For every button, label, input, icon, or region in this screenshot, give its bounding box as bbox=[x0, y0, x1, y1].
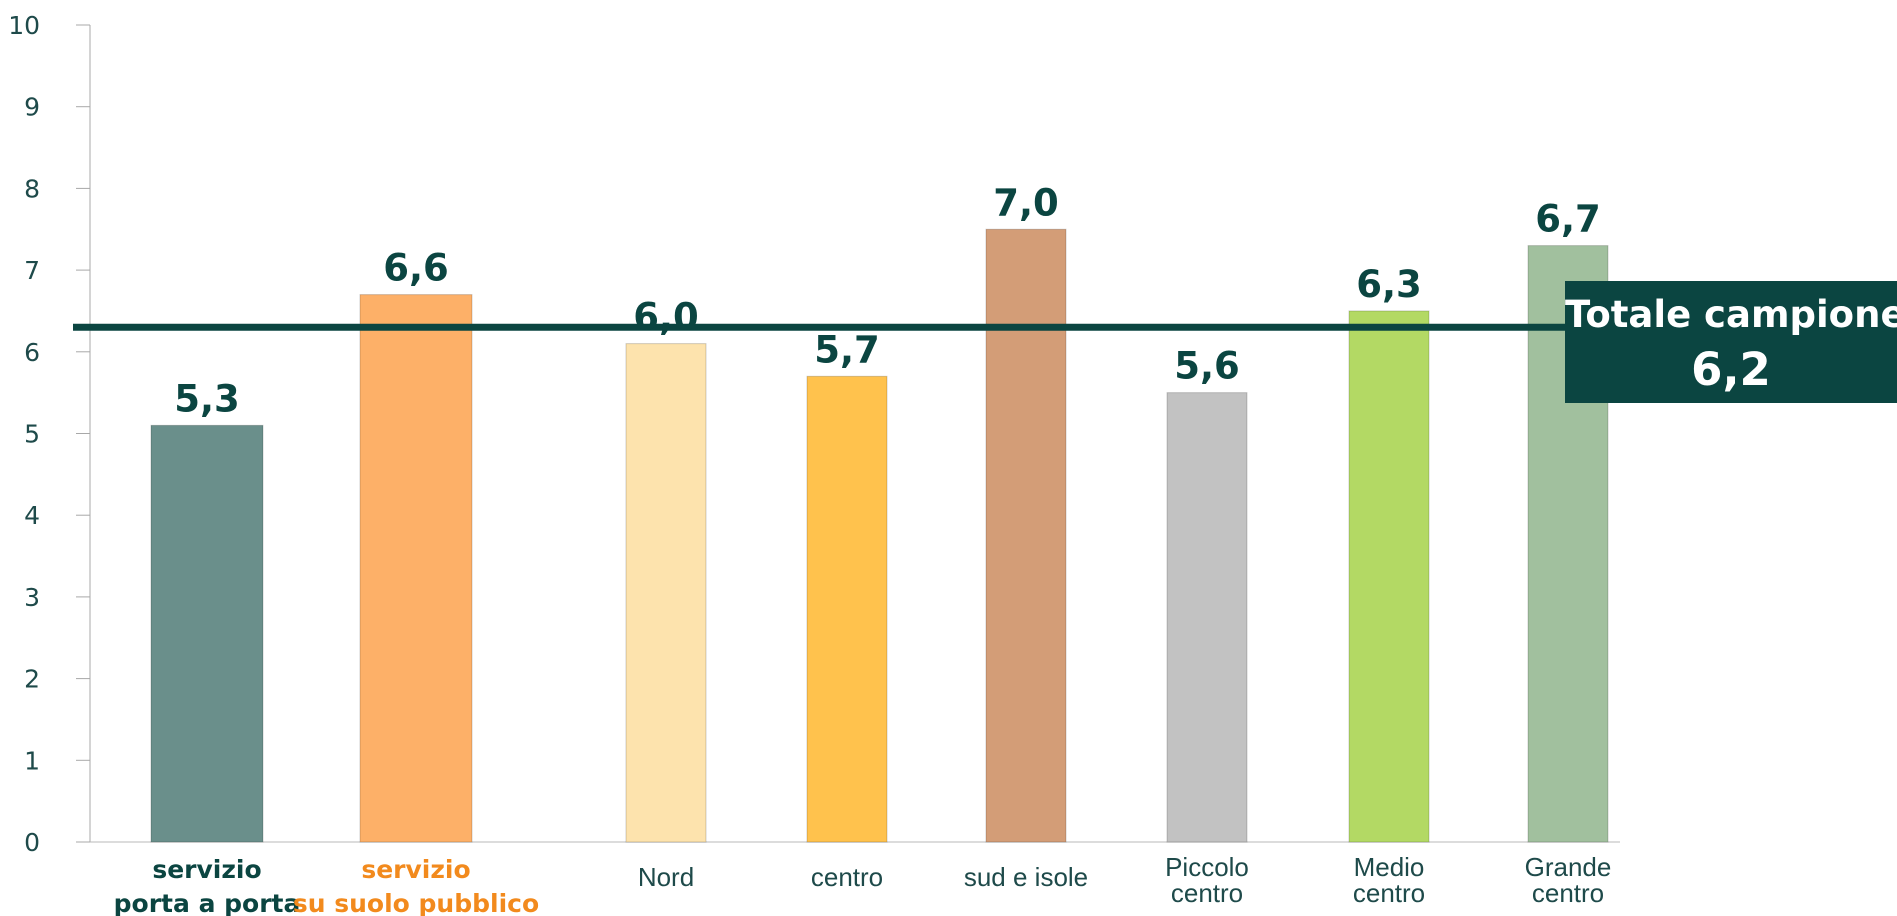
x-category-label: servizio su suolo pubblico bbox=[293, 855, 539, 916]
y-tick-label: 10 bbox=[8, 11, 40, 40]
bar-value-label: 6,3 bbox=[1356, 263, 1422, 306]
bar-value-label: 6,6 bbox=[383, 247, 449, 290]
x-category-label: servizio porta a porta bbox=[114, 855, 301, 916]
x-category-label: sud e isole bbox=[964, 862, 1088, 892]
bar-value-label: 5,7 bbox=[814, 328, 880, 371]
y-tick-label: 3 bbox=[24, 583, 40, 612]
bar bbox=[985, 228, 1067, 843]
y-tick-label: 5 bbox=[24, 420, 40, 449]
y-tick-label: 0 bbox=[24, 828, 40, 857]
bar-value-label: 7,0 bbox=[993, 181, 1059, 224]
x-category-label: Piccolo centro bbox=[1165, 852, 1249, 908]
total-sample-label: Totale campione bbox=[1565, 293, 1897, 336]
total-sample-box: Totale campione 6,2 bbox=[1565, 281, 1897, 403]
y-tick-label: 7 bbox=[24, 256, 40, 285]
labels: 5,3 servizio porta a porta 6,6 servizio su su… bbox=[114, 181, 1612, 916]
bar bbox=[1166, 392, 1248, 843]
bar-value-label: 5,3 bbox=[174, 377, 240, 420]
bar-value-label: 6,0 bbox=[633, 296, 699, 339]
bar-value-label: 5,6 bbox=[1174, 345, 1240, 388]
x-category-label: Grande centro bbox=[1525, 852, 1612, 908]
total-sample-value: 6,2 bbox=[1691, 343, 1771, 396]
y-tick-label: 2 bbox=[24, 665, 40, 694]
bar bbox=[359, 294, 473, 843]
x-category-label: centro bbox=[811, 862, 883, 892]
y-tick-label: 8 bbox=[24, 174, 40, 203]
x-category-label: Medio centro bbox=[1353, 852, 1425, 908]
x-category-label: Nord bbox=[638, 862, 694, 892]
y-tick-label: 4 bbox=[24, 501, 40, 530]
bars bbox=[150, 228, 1609, 843]
y-tick-label: 9 bbox=[24, 93, 40, 122]
bar bbox=[806, 375, 888, 843]
y-axis: 0 1 2 3 4 5 6 7 8 9 10 bbox=[8, 11, 1620, 857]
bar bbox=[150, 424, 264, 843]
bar bbox=[625, 343, 707, 843]
y-tick-label: 6 bbox=[24, 338, 40, 367]
bar bbox=[1348, 310, 1430, 843]
y-tick-label: 1 bbox=[24, 746, 40, 775]
bar-value-label: 6,7 bbox=[1535, 198, 1601, 241]
